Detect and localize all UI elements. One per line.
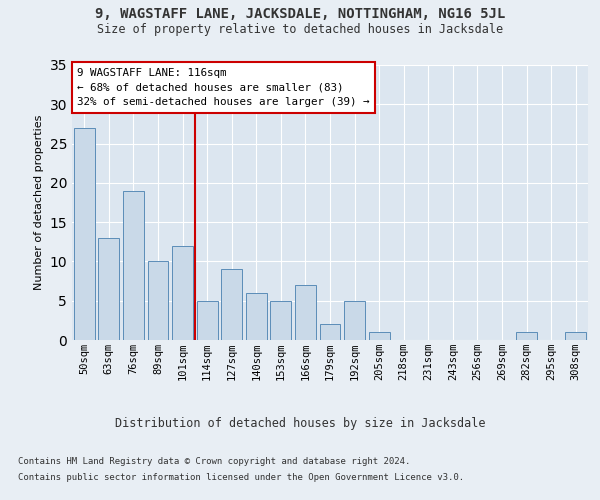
Text: Distribution of detached houses by size in Jacksdale: Distribution of detached houses by size … [115, 418, 485, 430]
Bar [98, 238, 119, 340]
Bar [271, 300, 292, 340]
Bar [344, 300, 365, 340]
Bar [246, 293, 267, 340]
Y-axis label: Number of detached properties: Number of detached properties [34, 115, 44, 290]
Bar [148, 262, 169, 340]
Bar [320, 324, 340, 340]
Bar [295, 285, 316, 340]
Bar [123, 190, 144, 340]
Bar [74, 128, 95, 340]
Text: Contains public sector information licensed under the Open Government Licence v3: Contains public sector information licen… [18, 472, 464, 482]
Text: Contains HM Land Registry data © Crown copyright and database right 2024.: Contains HM Land Registry data © Crown c… [18, 458, 410, 466]
Bar [197, 300, 218, 340]
Bar [172, 246, 193, 340]
Bar [565, 332, 586, 340]
Text: 9 WAGSTAFF LANE: 116sqm
← 68% of detached houses are smaller (83)
32% of semi-de: 9 WAGSTAFF LANE: 116sqm ← 68% of detache… [77, 68, 370, 108]
Text: Size of property relative to detached houses in Jacksdale: Size of property relative to detached ho… [97, 22, 503, 36]
Bar [221, 270, 242, 340]
Bar [516, 332, 537, 340]
Text: 9, WAGSTAFF LANE, JACKSDALE, NOTTINGHAM, NG16 5JL: 9, WAGSTAFF LANE, JACKSDALE, NOTTINGHAM,… [95, 8, 505, 22]
Bar [368, 332, 389, 340]
